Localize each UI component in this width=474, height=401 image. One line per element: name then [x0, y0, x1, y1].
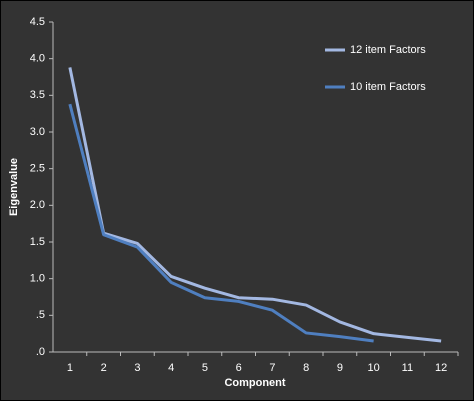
x-tick-label: 7: [269, 362, 275, 374]
x-tick-label: 11: [402, 362, 413, 374]
x-tick-label: 4: [168, 362, 174, 374]
series-line: [68, 67, 442, 343]
x-tick-label: 2: [101, 362, 107, 374]
legend-label: 10 item Factors: [350, 81, 426, 93]
y-tick-label: 2.0: [30, 199, 45, 211]
legend-label: 12 item Factors: [350, 44, 426, 56]
x-tick-label: 12: [435, 362, 447, 374]
y-tick-label: 1.5: [30, 236, 45, 248]
x-tick-label: 10: [368, 362, 380, 374]
y-tick-label: 3.5: [30, 89, 45, 101]
x-tick-label: 5: [202, 362, 208, 374]
x-axis-label: Component: [224, 377, 285, 389]
series-line: [68, 103, 374, 343]
y-tick-label: .0: [36, 346, 45, 358]
x-tick-label: 3: [134, 362, 140, 374]
y-tick-label: .5: [36, 309, 45, 321]
y-tick-label: 4.5: [30, 16, 45, 28]
y-tick-label: 3.0: [30, 126, 45, 138]
x-tick-label: 8: [303, 362, 309, 374]
x-tick-label: 9: [337, 362, 343, 374]
y-tick-label: 2.5: [30, 163, 45, 175]
y-tick-label: 1.0: [30, 273, 45, 285]
y-axis-label: Eigenvalue: [8, 158, 20, 216]
x-tick-label: 6: [236, 362, 242, 374]
y-tick-label: 4.0: [30, 53, 45, 65]
x-tick-label: 1: [67, 362, 73, 374]
